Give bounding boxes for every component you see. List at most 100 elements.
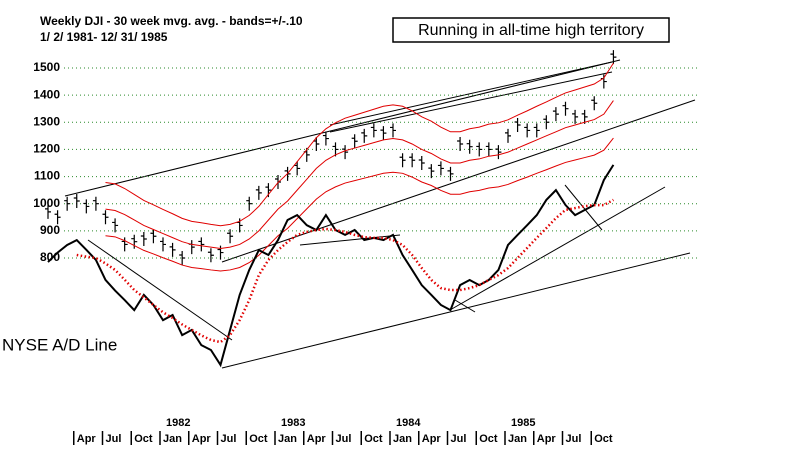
x-tick-label: Jul [221, 433, 237, 445]
price-bar [207, 248, 214, 263]
y-tick-label: 900 [40, 223, 60, 237]
price-bar [121, 237, 128, 252]
trend-lines [64, 59, 696, 369]
trend-line [329, 61, 613, 126]
y-tick-label: 1300 [33, 114, 60, 128]
price-bar [476, 142, 483, 157]
price-bar [447, 166, 454, 181]
price-bar [466, 139, 473, 154]
price-bar [64, 196, 71, 211]
x-tick-label: Jul [336, 433, 352, 445]
y-tick-label: 1000 [33, 196, 60, 210]
price-bar [370, 123, 377, 138]
trend-line [221, 252, 691, 369]
trend-line [64, 59, 621, 197]
x-tick-label: Jan [393, 433, 412, 445]
x-tick-label: Apr [77, 433, 97, 445]
x-tick-label: Oct [249, 433, 268, 445]
price-bar [543, 115, 550, 130]
price-bar [485, 142, 492, 157]
trend-line [329, 71, 613, 133]
price-bar [428, 164, 435, 179]
price-bar [198, 237, 205, 252]
price-bar [409, 153, 416, 168]
series-line [105, 100, 614, 249]
price-bar [399, 153, 406, 168]
x-tick-label: Jul [566, 433, 582, 445]
price-bar [581, 109, 588, 124]
x-tick-label: Oct [364, 433, 383, 445]
y-tick-label: 1500 [33, 60, 60, 74]
x-tick-label: Jan [163, 433, 182, 445]
price-bar [54, 210, 61, 225]
x-tick-label: Oct [134, 433, 153, 445]
series-line [76, 198, 615, 344]
price-bar [102, 210, 109, 225]
x-tick-label: Apr [307, 433, 327, 445]
price-bar [150, 229, 157, 244]
x-tick-label: Oct [479, 433, 498, 445]
price-bar [160, 237, 166, 252]
x-tick-label: Jan [278, 433, 297, 445]
price-bar [533, 123, 540, 138]
series-line [105, 62, 614, 227]
price-bar [457, 136, 464, 151]
series-line [105, 137, 614, 272]
annotation: Running in all-time high territory [418, 22, 644, 39]
x-tick-label: Jan [508, 433, 527, 445]
price-bar [92, 196, 99, 211]
year-label: 1985 [511, 417, 535, 429]
annotation-box [392, 17, 670, 43]
ad-label: NYSE A/D Line [2, 335, 117, 354]
trend-line [454, 299, 476, 313]
y-tick-label: 1200 [33, 142, 60, 156]
price-bar [342, 145, 349, 160]
price-bar [380, 126, 387, 141]
chart-title: Weekly DJI - 30 week mvg. avg. - bands=+… [40, 14, 303, 28]
chart-subtitle: 1/ 2/ 1981- 12/ 31/ 1985 [40, 30, 168, 44]
price-bar [524, 123, 531, 138]
y-tick-label: 1400 [33, 87, 60, 101]
x-tick-label: Apr [537, 433, 557, 445]
trend-line [299, 234, 401, 246]
price-bar [591, 96, 598, 111]
trend-line [449, 186, 666, 311]
trend-line [221, 99, 696, 263]
price-bar [112, 218, 119, 233]
price-bar [572, 109, 579, 124]
price-bar [246, 196, 253, 211]
price-bar [73, 193, 80, 208]
price-bar [562, 101, 569, 116]
price-bar [83, 199, 90, 214]
price-bar [514, 117, 521, 132]
y-tick-label: 1100 [34, 169, 60, 183]
x-tick-label: Apr [422, 433, 442, 445]
price-bar [140, 231, 147, 246]
price-bar [217, 245, 224, 260]
year-label: 1982 [166, 417, 190, 429]
price-bar [361, 128, 368, 143]
price-bar [179, 250, 186, 265]
price-bar [255, 185, 262, 200]
year-label: 1984 [396, 417, 421, 429]
price-bar [495, 145, 502, 160]
price-bar [418, 155, 425, 170]
price-bar [505, 128, 511, 143]
x-tick-label: Apr [192, 433, 212, 445]
price-bar [45, 204, 51, 219]
price-bar [332, 142, 339, 157]
price-bar [322, 131, 329, 146]
price-bar [437, 161, 444, 176]
price-bar [610, 50, 617, 65]
x-tick-label: Jul [106, 433, 122, 445]
price-bar [169, 242, 176, 257]
price-bar [390, 123, 396, 138]
price-bar [131, 234, 138, 249]
price-bar [552, 107, 559, 122]
price-bar [351, 134, 358, 149]
x-tick-label: Oct [594, 433, 613, 445]
year-label: 1983 [281, 417, 305, 429]
trend-line [87, 239, 233, 341]
